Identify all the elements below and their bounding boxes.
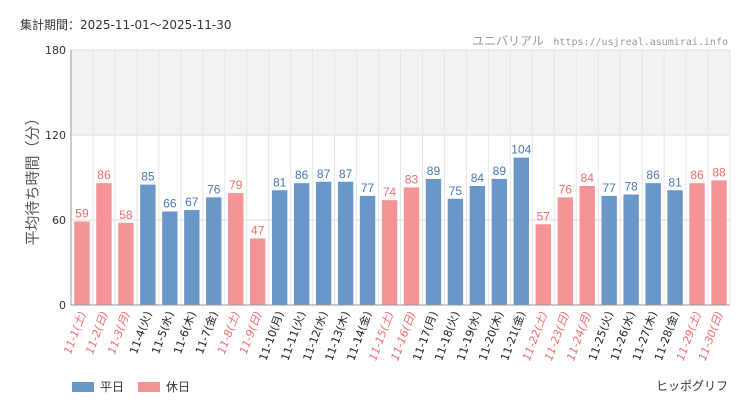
legend-label-holiday: 休日: [166, 380, 191, 394]
bar-value-label: 89: [493, 164, 507, 178]
bar-value-label: 79: [229, 178, 243, 192]
legend: 平日 休日: [72, 378, 204, 395]
bar-value-label: 59: [75, 206, 89, 220]
bar: [315, 181, 332, 305]
bar-value-label: 88: [712, 165, 726, 179]
site-credit: ユニバリアル https://usjreal.asumirai.info: [472, 32, 728, 49]
bar-value-label: 86: [295, 168, 309, 182]
bar: [425, 178, 442, 305]
bar: [557, 197, 573, 305]
chart-attribution: ヒッポグリフ: [655, 379, 728, 393]
bar: [206, 197, 222, 305]
bar: [140, 184, 156, 305]
legend-item-weekday[interactable]: 平日: [72, 378, 124, 395]
y-tick-label: 60: [52, 214, 66, 227]
bar-value-label: 66: [163, 197, 177, 211]
bar: [184, 210, 200, 305]
bar-value-label: 58: [119, 208, 133, 222]
bar: [689, 183, 705, 305]
legend-label-weekday: 平日: [100, 380, 125, 394]
bar-value-label: 86: [690, 168, 704, 182]
y-tick-label: 120: [45, 129, 66, 142]
bar: [513, 157, 530, 305]
bar: [359, 195, 376, 305]
bar: [337, 181, 354, 305]
bar-value-label: 86: [646, 168, 660, 182]
bar-value-label: 76: [207, 182, 221, 196]
bar-value-label: 47: [251, 223, 265, 237]
bar-value-label: 81: [668, 175, 682, 189]
bar: [623, 194, 639, 305]
legend-item-holiday[interactable]: 休日: [138, 378, 190, 395]
bar-value-label: 87: [317, 167, 331, 181]
site-url[interactable]: https://usjreal.asumirai.info: [553, 37, 728, 48]
bar-value-label: 74: [383, 185, 397, 199]
bar-value-label: 57: [537, 209, 551, 223]
bar-value-label: 89: [427, 164, 441, 178]
legend-swatch-holiday: [138, 381, 161, 392]
bar: [469, 186, 486, 305]
y-tick-label: 0: [59, 299, 66, 312]
bar: [579, 186, 595, 305]
bar-value-label: 87: [339, 167, 353, 181]
bar: [228, 193, 244, 305]
period-label: 集計期間：2025-11-01～2025-11-30: [20, 18, 232, 32]
bar: [535, 224, 551, 305]
bar-value-label: 84: [581, 171, 595, 185]
bar-value-label: 86: [97, 168, 111, 182]
y-tick-label: 180: [45, 44, 66, 57]
bar: [601, 195, 617, 305]
bar-value-label: 83: [405, 172, 419, 186]
bar: [645, 183, 661, 305]
bar: [667, 190, 683, 305]
site-name: ユニバリアル: [472, 34, 544, 48]
bar-value-label: 67: [185, 195, 199, 209]
bar-value-label: 84: [471, 171, 485, 185]
bar: [118, 222, 134, 305]
legend-swatch-weekday: [72, 381, 94, 392]
bar-value-label: 85: [141, 170, 155, 184]
bar: [447, 198, 464, 305]
bar: [403, 187, 420, 305]
bar: [381, 200, 398, 305]
bar-value-label: 77: [361, 181, 375, 195]
bar-value-label: 77: [603, 181, 617, 195]
bar-value-label: 76: [559, 182, 573, 196]
bar: [162, 211, 178, 305]
bar: [250, 238, 266, 305]
bar-value-label: 78: [624, 180, 638, 194]
bar: [711, 180, 727, 305]
bar-value-label: 104: [511, 143, 531, 157]
bar: [74, 221, 90, 305]
bar: [271, 190, 288, 305]
bar: [491, 178, 508, 305]
bar: [293, 183, 310, 305]
bar-value-label: 75: [449, 184, 463, 198]
bar: [96, 183, 112, 305]
bar-value-label: 81: [273, 175, 287, 189]
